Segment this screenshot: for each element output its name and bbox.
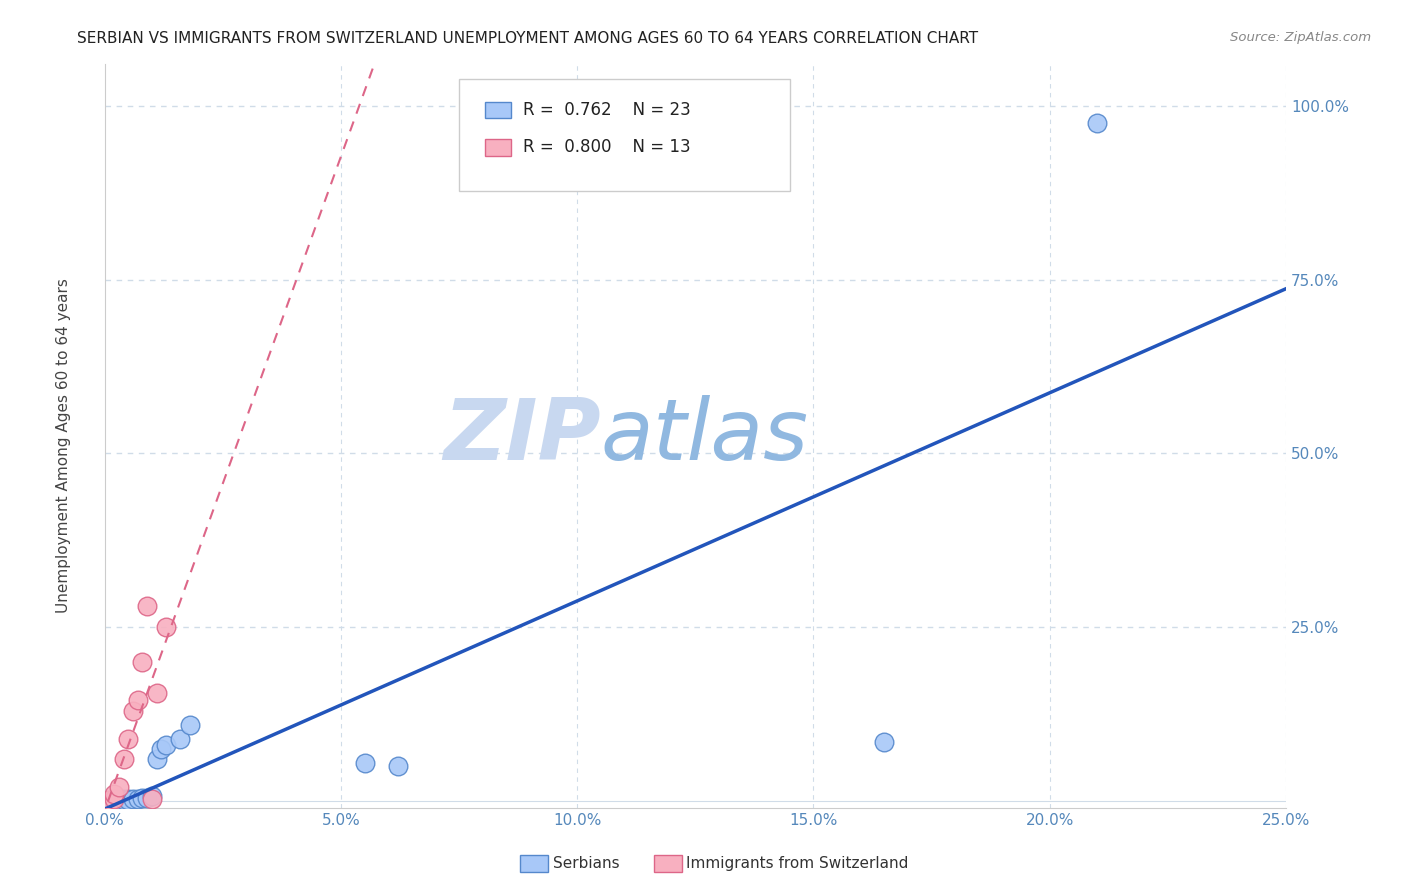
Point xyxy=(141,792,163,806)
Point xyxy=(155,620,177,634)
Text: Immigrants from Switzerland: Immigrants from Switzerland xyxy=(686,856,908,871)
FancyBboxPatch shape xyxy=(460,78,790,191)
Point xyxy=(169,731,191,746)
Text: atlas: atlas xyxy=(600,394,808,477)
Point xyxy=(145,752,167,766)
Point xyxy=(1085,116,1108,130)
Point xyxy=(112,792,135,806)
Point xyxy=(145,686,167,700)
Point xyxy=(122,792,145,806)
Text: Source: ZipAtlas.com: Source: ZipAtlas.com xyxy=(1230,31,1371,45)
Bar xyxy=(485,139,510,155)
Bar xyxy=(485,102,510,119)
Point xyxy=(108,793,131,807)
Point xyxy=(127,693,149,707)
Point xyxy=(141,789,163,803)
Point xyxy=(117,792,139,806)
Point xyxy=(117,731,139,746)
Text: Unemployment Among Ages 60 to 64 years: Unemployment Among Ages 60 to 64 years xyxy=(56,278,70,614)
Point xyxy=(155,739,177,753)
Point xyxy=(131,655,153,669)
Point xyxy=(122,704,145,718)
Point xyxy=(103,793,125,807)
Point xyxy=(98,793,121,807)
Point xyxy=(103,792,125,806)
Point xyxy=(353,756,375,770)
Point xyxy=(108,792,131,806)
Point xyxy=(117,793,139,807)
Text: R =  0.800    N = 13: R = 0.800 N = 13 xyxy=(523,138,690,156)
Point xyxy=(112,793,135,807)
Text: ZIP: ZIP xyxy=(443,394,600,477)
Point xyxy=(873,735,896,749)
Point xyxy=(108,780,131,795)
Point xyxy=(103,792,125,806)
Point xyxy=(136,599,159,614)
Text: Serbians: Serbians xyxy=(553,856,619,871)
Text: SERBIAN VS IMMIGRANTS FROM SWITZERLAND UNEMPLOYMENT AMONG AGES 60 TO 64 YEARS CO: SERBIAN VS IMMIGRANTS FROM SWITZERLAND U… xyxy=(77,31,979,46)
Point xyxy=(179,717,201,731)
Point xyxy=(136,790,159,805)
Text: R =  0.762    N = 23: R = 0.762 N = 23 xyxy=(523,101,690,120)
Point xyxy=(112,752,135,766)
Point xyxy=(98,793,121,807)
Point xyxy=(387,759,409,773)
Point xyxy=(150,742,173,756)
Point xyxy=(127,792,149,806)
Point xyxy=(131,790,153,805)
Point xyxy=(103,787,125,801)
